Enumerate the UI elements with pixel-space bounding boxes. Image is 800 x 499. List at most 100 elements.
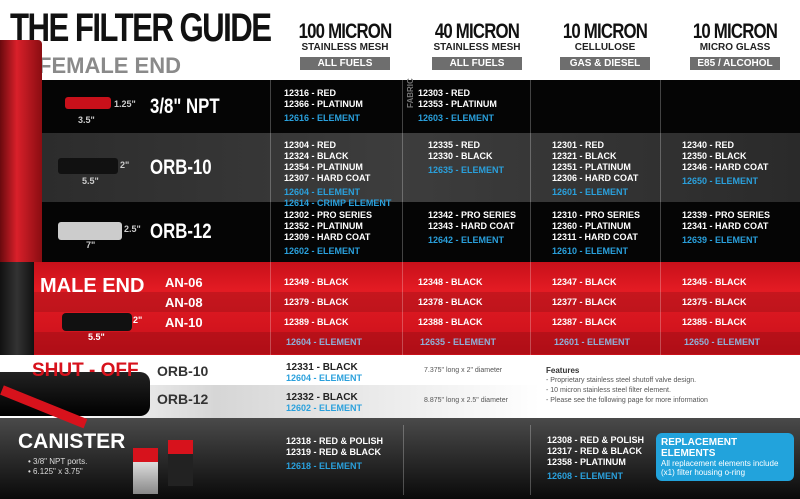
- part-number: 12317 - RED & BLACK: [547, 446, 643, 456]
- part-number: 12324 - BLACK: [284, 151, 349, 161]
- replacement-title: REPLACEMENT ELEMENTS: [661, 437, 738, 459]
- canister-spec: • 6.125" x 3.75": [28, 467, 83, 476]
- product-cell: 12301 - RED 12321 - BLACK 12351 - PLATINUM…: [552, 140, 638, 198]
- fuel-compatibility: E85 / ALCOHOL: [690, 57, 780, 70]
- element-part-number: 12608 - ELEMENT: [547, 471, 624, 481]
- element-part-number: 12601 - ELEMENT: [554, 337, 631, 347]
- part-number: 12301 - RED: [552, 140, 605, 150]
- shutoff-size-orb12: ORB-12: [157, 391, 209, 407]
- length-dimension: 7": [86, 240, 96, 250]
- part-number: 12350 - BLACK: [682, 151, 747, 161]
- column-divider: [530, 80, 531, 355]
- part-number: 12339 - PRO SERIES: [682, 210, 771, 220]
- part-number: 12354 - PLATINUM: [284, 162, 363, 172]
- diameter-dimension: 2": [133, 315, 143, 325]
- product-cell: 12342 - PRO SERIES 12343 - HARD COAT 12642…: [428, 210, 516, 246]
- male-end-band: [0, 262, 800, 355]
- fuel-compatibility: ALL FUELS: [300, 57, 390, 70]
- fitting-size-label: ORB-10: [150, 155, 212, 179]
- part-number: 12351 - PLATINUM: [552, 162, 631, 172]
- part-number: 12319 - RED & BLACK: [286, 447, 382, 457]
- filter-image: [58, 222, 122, 240]
- row-band-orb10: [0, 133, 800, 202]
- part-number: 12358 - PLATINUM: [547, 457, 626, 467]
- element-part-number: 12610 - ELEMENT: [552, 246, 629, 256]
- part-number: 12366 - PLATINUM: [284, 99, 363, 109]
- male-size-label: AN-10: [165, 315, 203, 330]
- column-header: 10 MICRON CELLULOSE GAS & DIESEL: [540, 20, 670, 71]
- fuel-compatibility: GAS & DIESEL: [560, 57, 650, 70]
- part-number: 12340 - RED: [682, 140, 735, 150]
- feature-item: - Proprietary stainless steel shutoff va…: [546, 377, 697, 384]
- fuel-compatibility: ALL FUELS: [432, 57, 522, 70]
- element-part-number: 12604 - ELEMENT: [286, 337, 363, 347]
- product-cell: 12302 - PRO SERIES 12352 - PLATINUM 12309 …: [284, 210, 372, 257]
- element-part-number: 12604 - ELEMENT: [286, 373, 363, 383]
- part-number: 12389 - BLACK: [284, 317, 349, 327]
- length-dimension: 3.5": [78, 114, 95, 125]
- product-cell: 12303 - RED 12353 - PLATINUM 12603 - ELEME…: [418, 88, 497, 124]
- element-part-number: 12642 - ELEMENT: [428, 235, 505, 245]
- row-band-npt: [0, 80, 800, 133]
- fitting-size-label: ORB-12: [150, 220, 212, 243]
- part-number: 12352 - PLATINUM: [284, 221, 363, 231]
- product-cell: 12316 - RED 12366 - PLATINUM 12616 - ELEME…: [284, 88, 363, 124]
- filter-material: STAINLESS MESH: [433, 42, 521, 53]
- column-divider: [270, 80, 271, 355]
- element-part-number: 12635 - ELEMENT: [420, 337, 497, 347]
- diameter-dimension: 2": [120, 159, 130, 170]
- part-number: 12342 - PRO SERIES: [428, 210, 517, 220]
- shutoff-dimensions: 7.375" long x 2" diameter: [424, 367, 503, 374]
- length-dimension: 5.5": [82, 175, 99, 186]
- part-number: 12348 - BLACK: [418, 277, 483, 287]
- part-number: 12302 - PRO SERIES: [284, 210, 373, 220]
- element-part-number: 12650 - ELEMENT: [682, 176, 759, 186]
- part-number: 12306 - HARD COAT: [552, 173, 639, 183]
- column-divider: [530, 425, 531, 495]
- part-number: 12330 - BLACK: [428, 151, 493, 161]
- element-part-number: 12616 - ELEMENT: [284, 113, 361, 123]
- column-divider: [660, 80, 661, 355]
- part-number: 12335 - RED: [428, 140, 481, 150]
- canister-product-cell: 12318 - RED & POLISH 12319 - RED & BLACK 1…: [286, 436, 383, 472]
- filter-material: MICRO GLASS: [699, 42, 771, 53]
- element-part-number: 12635 - ELEMENT: [428, 165, 505, 175]
- shutoff-heading: SHUT - OFF: [32, 360, 139, 381]
- part-number: 12347 - BLACK: [552, 277, 617, 287]
- male-stripe: [0, 292, 800, 312]
- column-header: 10 MICRON MICRO GLASS E85 / ALCOHOL: [670, 20, 800, 71]
- fabric-label: FABRIC: [406, 78, 415, 108]
- replacement-text: All replacement elements include (x1) fi…: [661, 459, 779, 477]
- part-number: 12316 - RED: [284, 88, 337, 98]
- replacement-elements-callout: REPLACEMENT ELEMENTS All replacement ele…: [656, 433, 794, 481]
- part-number: 12309 - HARD COAT: [284, 232, 371, 242]
- length-dimension: 5.5": [88, 332, 105, 342]
- part-number: 12304 - RED: [284, 140, 337, 150]
- product-cell: 12340 - RED 12350 - BLACK 12346 - HARD COA…: [682, 140, 768, 187]
- micron-rating: 10 MICRON: [562, 20, 648, 43]
- page-title: THE FILTER GUIDE: [10, 6, 272, 50]
- micron-rating: 10 MICRON: [692, 20, 778, 43]
- part-number: 12303 - RED: [418, 88, 471, 98]
- male-size-label: AN-06: [165, 275, 203, 290]
- product-cell: 12304 - RED 12324 - BLACK 12354 - PLATINUM…: [284, 140, 391, 209]
- part-number: 12353 - PLATINUM: [418, 99, 497, 109]
- product-cell: 12335 - RED 12330 - BLACK 12635 - ELEMENT: [428, 140, 504, 176]
- element-part-number: 12602 - ELEMENT: [286, 403, 363, 413]
- part-number: 12349 - BLACK: [284, 277, 349, 287]
- female-end-heading: FEMALE END: [38, 53, 181, 78]
- filter-material: STAINLESS MESH: [301, 42, 389, 53]
- column-header: 40 MICRON STAINLESS MESH ALL FUELS: [412, 21, 542, 71]
- red-filter-image: [0, 40, 42, 262]
- shutoff-size-orb10: ORB-10: [157, 363, 209, 379]
- part-number: 12378 - BLACK: [418, 297, 483, 307]
- element-part-number: 12601 - ELEMENT: [552, 187, 629, 197]
- column-divider: [402, 80, 403, 355]
- male-filter-image: [62, 313, 132, 331]
- part-number: 12385 - BLACK: [682, 317, 747, 327]
- canister-polish-image: [133, 448, 158, 494]
- part-number: 12321 - BLACK: [552, 151, 617, 161]
- filter-image: [58, 157, 118, 174]
- features-title: Features: [546, 366, 580, 375]
- element-part-number: 12618 - ELEMENT: [286, 461, 363, 471]
